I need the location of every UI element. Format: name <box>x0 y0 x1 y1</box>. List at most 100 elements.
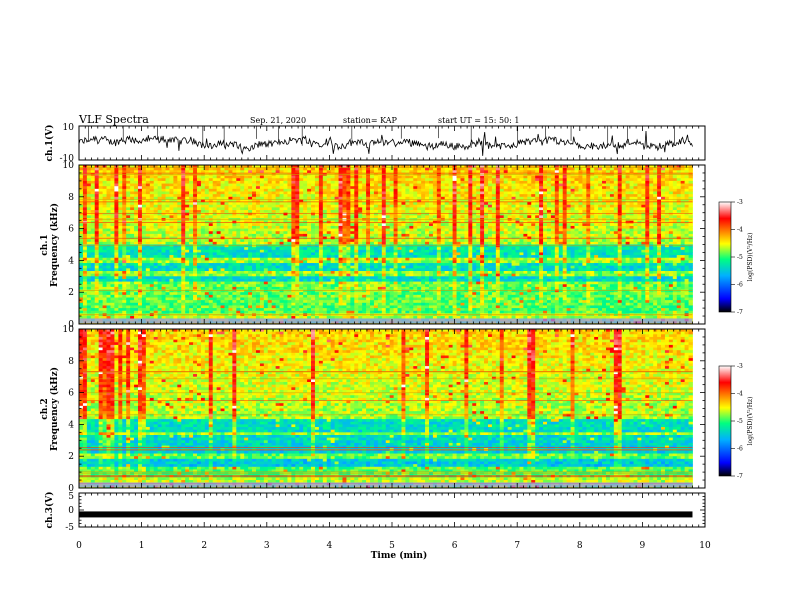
ch1-spec-cell <box>86 225 92 229</box>
ch1-spec-cell <box>362 225 367 229</box>
ch1-spec-cell <box>594 215 599 219</box>
ch1-spec-cell <box>181 188 186 192</box>
ch1-spec-cell <box>326 191 332 195</box>
ch1-spec-cell <box>476 233 481 237</box>
ch1-spec-cell <box>503 183 509 187</box>
ch1-spec-cell <box>487 196 493 200</box>
ch1-spec-cell <box>200 180 206 184</box>
ch1-spec-cell <box>452 186 457 190</box>
ch1-spec-cell <box>79 175 84 179</box>
ch1-spec-cell <box>397 199 402 203</box>
ch1-spec-cell <box>633 212 638 216</box>
ch1-spec-cell <box>578 212 583 216</box>
ch1-spec-cell <box>668 199 674 203</box>
ch1-spec-cell <box>208 212 214 216</box>
ch1-spec-cell <box>645 233 650 237</box>
ch1-spec-cell <box>432 207 438 211</box>
ch1-spec-cell <box>373 167 379 171</box>
ch1-spec-cell <box>397 225 402 229</box>
ch1-spec-cell <box>566 204 571 208</box>
ch1-spec-cell <box>373 202 379 206</box>
ch1-spec-cell <box>314 223 320 227</box>
ch1-spec-cell <box>94 241 100 245</box>
ch1-spec-cell <box>590 241 595 245</box>
ch1-spec-cell <box>562 199 568 203</box>
ch1-spec-cell <box>326 175 332 179</box>
ch1-spec-cell <box>397 228 402 232</box>
ch1-spec-cell <box>318 233 324 237</box>
ch1-spec-cell <box>153 170 159 174</box>
ch1-spec-cell <box>409 180 414 184</box>
ch1-spec-cell <box>377 204 383 208</box>
ch1-spec-cell <box>106 215 111 219</box>
ch1-spec-cell <box>248 175 253 179</box>
ch1-spec-cell <box>625 167 630 171</box>
ch1-spec-cell <box>106 204 111 208</box>
ch1-spec-cell <box>90 204 96 208</box>
ch1-spec-cell <box>299 183 304 187</box>
ch1-spec-cell <box>208 170 214 174</box>
ch1-spec-cell <box>346 212 351 216</box>
ch1-spec-cell <box>476 178 481 182</box>
ch1-spec-cell <box>354 241 359 245</box>
ch1-spec-cell <box>389 225 394 229</box>
ch1-spec-cell <box>409 223 414 227</box>
ch1-spec-cell <box>189 170 194 174</box>
ch1-spec-cell <box>283 204 288 208</box>
ch1-spec-cell <box>444 196 450 200</box>
ch1-spec-cell <box>204 225 210 229</box>
ch1-spec-cell <box>653 186 658 190</box>
ch1-spec-cell <box>122 223 127 227</box>
ch1-spec-cell <box>252 210 257 214</box>
ch1-spec-cell <box>271 191 277 195</box>
ch1-spec-cell <box>413 175 418 179</box>
ch1-spec-cell <box>173 191 178 195</box>
ch1-spec-cell <box>491 170 497 174</box>
ch1-spec-cell <box>499 241 505 245</box>
ch1-spec-cell <box>566 178 571 182</box>
ch1-spec-cell <box>629 175 634 179</box>
ch1-spec-cell <box>102 223 107 227</box>
ch1-spec-cell <box>149 207 155 211</box>
ch1-spec-cell <box>145 180 151 184</box>
ch1-spec-cell <box>417 194 422 198</box>
ch1-spec-cell <box>255 241 261 245</box>
ch1-spec-cell <box>578 180 583 184</box>
ch1-spec-cell <box>460 212 465 216</box>
ch1-spec-cell <box>507 228 512 232</box>
ch1-spec-cell <box>114 178 119 182</box>
ch1-spec-cell <box>590 210 595 214</box>
ch1-spec-cell <box>480 212 485 216</box>
ch1-spec-cell <box>550 196 556 200</box>
ch1-spec-cell <box>401 165 406 169</box>
ch1-spec-cell <box>185 207 190 211</box>
ch1-spec-cell <box>134 212 139 216</box>
ch1-spec-cell <box>566 196 571 200</box>
ch1-spec-cell <box>342 210 347 214</box>
ch1-spec-cell <box>322 178 328 182</box>
ch1-spec-cell <box>267 241 273 245</box>
ch1-spec-cell <box>503 239 509 243</box>
ch1-spec-cell <box>342 183 347 187</box>
ch1-spec-cell <box>448 196 453 200</box>
ch1-spec-cell <box>495 241 501 245</box>
ch1-spec-cell <box>82 231 88 235</box>
ch1-spec-cell <box>472 191 477 195</box>
ch1-spec-cell <box>279 231 284 235</box>
ch1-spec-cell <box>102 170 107 174</box>
ch1-spec-cell <box>350 188 355 192</box>
ch1-spec-cell <box>472 199 477 203</box>
ch1-spec-cell <box>637 199 642 203</box>
ch1-spec-cell <box>334 239 339 243</box>
ch1-spec-cell <box>495 191 501 195</box>
ch1-spec-cell <box>181 167 186 171</box>
ch1-spec-cell <box>684 215 689 219</box>
ch1-spec-cell <box>676 170 682 174</box>
ch1-spec-cell <box>421 202 426 206</box>
ch1-spec-cell <box>539 215 544 219</box>
ch1-spec-cell <box>208 210 214 214</box>
ch1-spec-cell <box>401 212 406 216</box>
ch1-spec-cell <box>594 188 599 192</box>
ch1-spec-cell <box>373 233 379 237</box>
ch1-spec-cell <box>236 196 241 200</box>
